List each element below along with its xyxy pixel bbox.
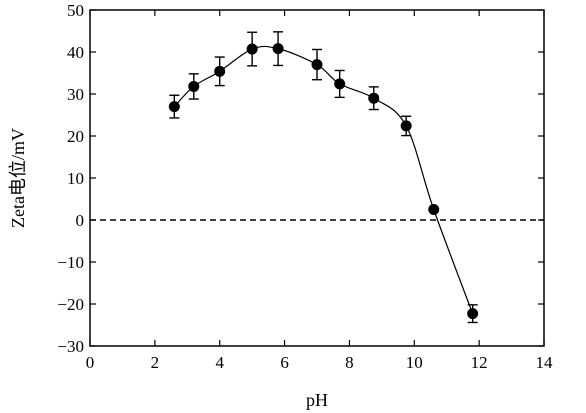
x-tick-label: 12 bbox=[471, 353, 488, 372]
fit-curve-group bbox=[173, 45, 474, 314]
x-tick-label: 8 bbox=[345, 353, 354, 372]
x-tick-label: 0 bbox=[86, 353, 95, 372]
y-tick-label: 0 bbox=[76, 211, 85, 230]
data-point bbox=[246, 43, 258, 55]
data-point bbox=[272, 43, 284, 55]
data-point bbox=[368, 92, 380, 104]
x-tick-label: 2 bbox=[151, 353, 160, 372]
x-tick-label: 14 bbox=[536, 353, 554, 372]
x-tick-label: 10 bbox=[406, 353, 423, 372]
y-tick-label: −10 bbox=[57, 253, 84, 272]
tick-labels-group: 0 2 4 6 8 10 12 14 −30 −20 −10 0 10 20 30 40 50 bbox=[57, 1, 553, 372]
x-axis-title: pH bbox=[306, 390, 328, 410]
data-point bbox=[334, 78, 346, 90]
y-tick-label: 40 bbox=[67, 43, 84, 62]
data-point bbox=[428, 204, 440, 215]
y-tick-label: 20 bbox=[67, 127, 84, 146]
y-tick-label: 30 bbox=[67, 85, 84, 104]
y-tick-label: 50 bbox=[67, 1, 84, 20]
y-tick-label: −30 bbox=[57, 337, 84, 356]
y-axis-title: Zeta电位/mV bbox=[8, 128, 28, 228]
data-points-group bbox=[168, 43, 479, 320]
data-point bbox=[311, 59, 323, 71]
data-point bbox=[188, 80, 200, 92]
data-point bbox=[400, 120, 412, 132]
x-tick-label: 4 bbox=[215, 353, 224, 372]
data-point bbox=[168, 101, 180, 113]
y-tick-label: −20 bbox=[57, 295, 84, 314]
y-tick-label: 10 bbox=[67, 169, 84, 188]
fit-curve bbox=[173, 45, 474, 314]
x-tick-label: 6 bbox=[280, 353, 289, 372]
error-bars-group bbox=[169, 31, 478, 324]
data-point bbox=[467, 308, 479, 320]
data-point bbox=[214, 65, 226, 77]
